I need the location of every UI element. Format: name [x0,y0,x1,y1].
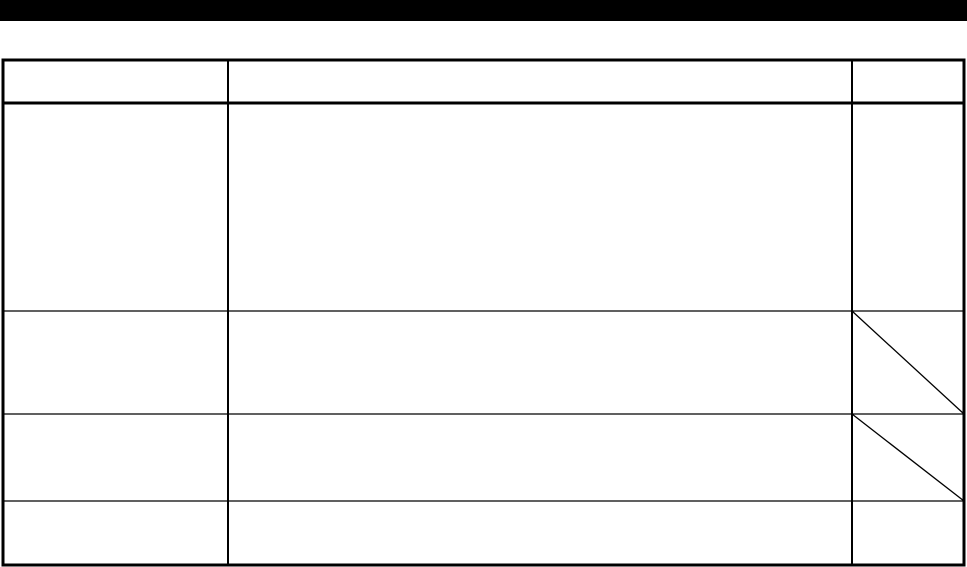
table-border [1,58,966,567]
cell-diagonal [851,310,965,415]
table [1,58,966,567]
top-bar [0,0,967,21]
cell-diagonal [851,413,965,502]
